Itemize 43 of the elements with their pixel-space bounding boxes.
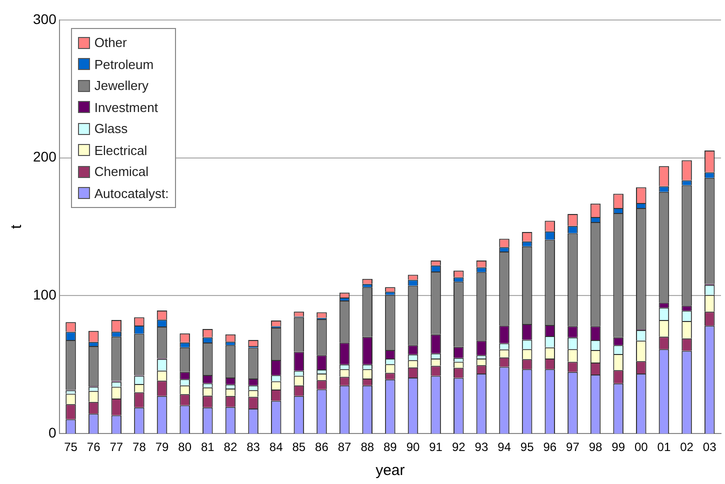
x-tick-label: 75 bbox=[64, 440, 78, 454]
x-tick-label: 02 bbox=[680, 440, 694, 454]
x-tick-label: 98 bbox=[588, 440, 603, 454]
legend-label: Chemical bbox=[94, 164, 149, 180]
x-tick-label: 89 bbox=[384, 440, 398, 454]
x-tick-label: 83 bbox=[246, 440, 260, 454]
x-tick-label: 91 bbox=[429, 440, 443, 454]
x-tick-label: 95 bbox=[520, 440, 534, 454]
x-tick-label: 00 bbox=[634, 440, 648, 454]
x-tick-label: 85 bbox=[292, 440, 306, 454]
x-tick-label: 01 bbox=[657, 440, 671, 454]
x-tick-label: 94 bbox=[498, 440, 512, 454]
y-tick-label: 300 bbox=[33, 10, 57, 27]
y-tick-label: 100 bbox=[33, 286, 57, 303]
x-tick-label: 76 bbox=[86, 440, 101, 454]
y-tick-label: 200 bbox=[33, 148, 57, 165]
x-tick-label: 84 bbox=[269, 440, 284, 454]
legend-label: Jewellery bbox=[94, 78, 149, 94]
x-tick-label: 79 bbox=[155, 440, 170, 454]
y-tick-label: 0 bbox=[48, 424, 57, 440]
legend-label: Autocatalyst: bbox=[94, 186, 169, 201]
x-tick-label: 03 bbox=[702, 440, 717, 454]
legend-label: Electrical bbox=[94, 142, 148, 158]
x-tick-label: 88 bbox=[360, 440, 374, 454]
x-tick-label: 81 bbox=[200, 440, 215, 454]
x-tick-label: 93 bbox=[474, 440, 488, 454]
x-tick-label: 86 bbox=[315, 440, 329, 454]
x-tick-label: 90 bbox=[406, 440, 420, 454]
legend-label: Petroleum bbox=[94, 56, 154, 72]
x-tick-label: 99 bbox=[612, 440, 626, 454]
x-axis-title: year bbox=[376, 462, 405, 480]
y-axis-title: t bbox=[8, 224, 26, 229]
x-tick-label: 77 bbox=[110, 440, 124, 454]
x-tick-label: 87 bbox=[338, 440, 352, 454]
x-tick-label: 82 bbox=[224, 440, 238, 454]
x-tick-label: 80 bbox=[178, 440, 192, 454]
legend-label: Glass bbox=[94, 121, 128, 136]
legend-label: Other bbox=[94, 35, 127, 50]
x-tick-label: 92 bbox=[452, 440, 466, 454]
x-tick-label: 96 bbox=[543, 440, 557, 454]
legend-label: Investment bbox=[94, 100, 158, 115]
x-tick-label: 78 bbox=[132, 440, 146, 454]
x-tick-label: 97 bbox=[566, 440, 580, 454]
